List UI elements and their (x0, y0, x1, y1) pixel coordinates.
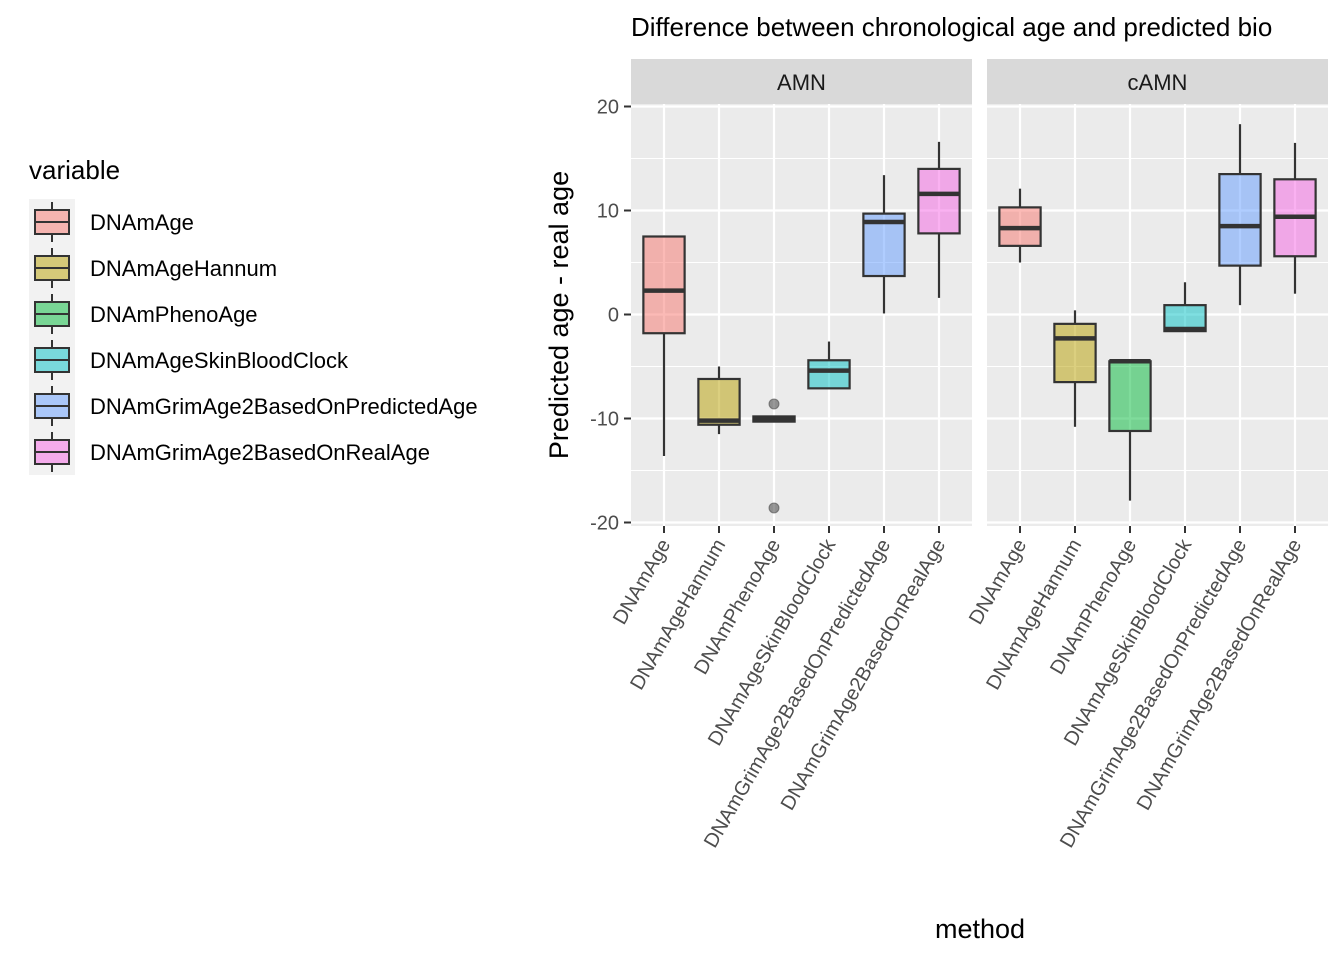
y-axis: -20 -10 0 10 20 (590, 97, 631, 535)
y-axis-label: Predicted age - real age (544, 171, 574, 459)
legend-label: DNAmPhenoAge (90, 302, 258, 327)
outlier-point (768, 502, 780, 514)
x-axis: DNAmAgeDNAmAgeHannumDNAmPhenoAgeDNAmAgeS… (965, 526, 1306, 852)
box-body (1053, 322, 1097, 384)
box-dnamphenoage (1108, 359, 1152, 501)
box-dnamgrimage2basedonrealage (1273, 142, 1317, 294)
legend-item-dnamagehannum: DNAmAgeHannum (29, 245, 277, 291)
box-body (917, 167, 961, 235)
legend-item-dnamgrimage2basedonpredictedage: DNAmGrimAge2BasedOnPredictedAge (29, 383, 478, 429)
plot-panels: -20 -10 0 10 20 AMN DNAmAgeDNAmAgeHannumDNAmPh… (590, 59, 1328, 852)
legend-label: DNAmAgeSkinBloodClock (90, 348, 349, 373)
chart-title: Difference between chronological age and… (631, 12, 1272, 42)
legend: variable DNAmAge DNAmAgeHannum DNAmPhenoAg… (29, 155, 478, 475)
box-dnamgrimage2basedonrealage (917, 141, 961, 298)
panel-camn: cAMN DNAmAgeDNAmAgeHannumDNAmPhenoAgeDNAm… (965, 59, 1328, 852)
facet-label: AMN (777, 70, 826, 95)
legend-title: variable (29, 155, 120, 185)
x-axis: DNAmAgeDNAmAgeHannumDNAmPhenoAgeDNAmAgeS… (609, 526, 950, 852)
panel-amn: AMN DNAmAgeDNAmAgeHannumDNAmPhenoAgeDNAmA… (609, 59, 972, 852)
facet-strip (987, 59, 1328, 104)
box-dnamgrimage2basedonpredictedage (1218, 124, 1262, 306)
box-dnamagehannum (697, 366, 741, 435)
box-dnamphenoage (752, 398, 796, 514)
legend-label: DNAmGrimAge2BasedOnPredictedAge (90, 394, 478, 419)
legend-item-dnamage: DNAmAge (29, 199, 194, 245)
outlier-point (768, 398, 780, 410)
box-dnamageskinbloodclock (807, 341, 851, 390)
box-dnamageskinbloodclock (1163, 282, 1207, 333)
box-dnamage (998, 188, 1042, 263)
box-body (697, 377, 741, 426)
box-body (1218, 173, 1262, 267)
legend-label: DNAmGrimAge2BasedOnRealAge (90, 440, 430, 465)
x-axis-label: method (935, 914, 1025, 944)
box-body (642, 235, 686, 335)
legend-label: DNAmAgeHannum (90, 256, 277, 281)
box-body (807, 359, 851, 390)
y-tick-label: 10 (597, 201, 619, 223)
legend-item-dnamageskinbloodclock: DNAmAgeSkinBloodClock (29, 337, 349, 383)
y-tick-label: -10 (590, 409, 619, 431)
legend-item-dnamphenoage: DNAmPhenoAge (29, 291, 258, 337)
box-dnamagehannum (1053, 310, 1097, 427)
y-tick-label: -20 (590, 513, 619, 535)
y-tick-label: 0 (608, 305, 619, 327)
y-tick-label: 20 (597, 97, 619, 119)
legend-item-dnamgrimage2basedonrealage: DNAmGrimAge2BasedOnRealAge (29, 429, 430, 475)
box-dnamage (642, 235, 686, 456)
box-dnamgrimage2basedonpredictedage (862, 175, 906, 314)
facet-strip (631, 59, 972, 104)
legend-label: DNAmAge (90, 210, 194, 235)
facet-label: cAMN (1128, 70, 1188, 95)
box-body (1108, 360, 1152, 433)
